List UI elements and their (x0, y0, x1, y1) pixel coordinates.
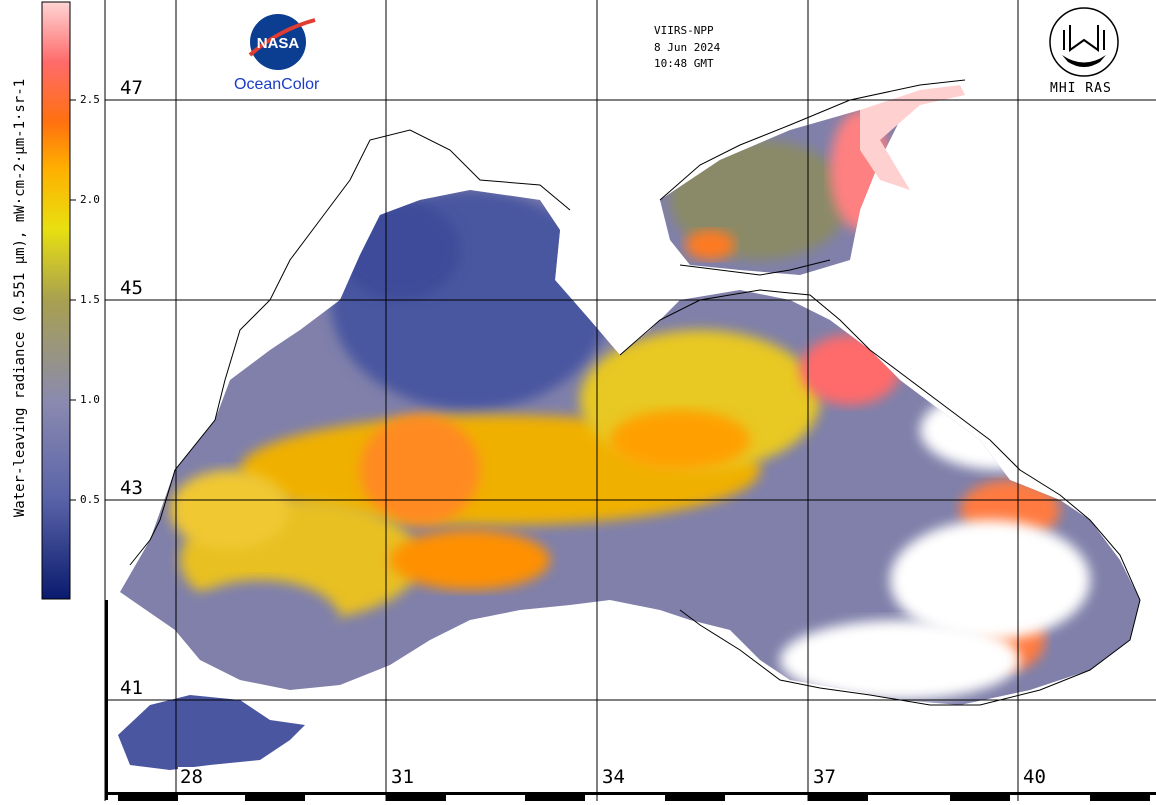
nasa-logo: NASA (248, 14, 316, 70)
satellite-label: VIIRS-NPP (654, 24, 714, 37)
lon-label-28: 28 (178, 766, 205, 788)
colorbar-tick-2-0: 2.0 (80, 193, 100, 206)
mhi-ras-label: MHI RAS (1050, 81, 1112, 96)
colorbar (41, 1, 71, 600)
marmara-sea (118, 695, 305, 770)
black-sea-radiance (120, 110, 1140, 705)
lat-label-43: 43 (118, 477, 145, 499)
colorbar-title: Water-leaving radiance (0.551 µm), mW·cm… (12, 78, 28, 518)
lat-label-45: 45 (118, 277, 145, 299)
lon-label-31: 31 (389, 766, 416, 788)
colorbar-tick-2-5: 2.5 (80, 93, 100, 106)
date-label: 8 Jun 2024 (654, 41, 721, 54)
scale-bar (105, 792, 1156, 801)
nasa-text: NASA (257, 35, 300, 52)
colorbar-ticks (70, 99, 76, 501)
lon-label-34: 34 (600, 766, 627, 788)
colorbar-tick-1-5: 1.5 (80, 293, 100, 306)
lat-label-47: 47 (118, 77, 145, 99)
time-label: 10:48 GMT (654, 57, 714, 70)
mhi-logo (1049, 7, 1119, 77)
lon-label-40: 40 (1021, 766, 1048, 788)
azov-tail (860, 85, 965, 190)
lon-label-37: 37 (811, 766, 838, 788)
graticule (105, 0, 1156, 801)
colorbar-tick-1-0: 1.0 (80, 393, 100, 406)
oceancolor-label: OceanColor (234, 76, 320, 93)
coastline (129, 79, 1141, 706)
lat-label-41: 41 (118, 677, 145, 699)
colorbar-tick-0-5: 0.5 (80, 493, 100, 506)
